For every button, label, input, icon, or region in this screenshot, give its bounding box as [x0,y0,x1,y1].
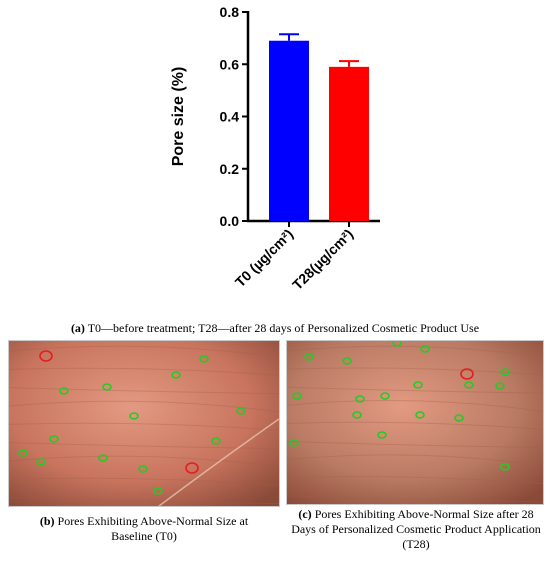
normal-pore-marker [199,355,209,363]
skin-line [9,455,279,468]
x-tick-label-0: T0 (µg/cm²) [232,226,296,290]
normal-pore-marker [500,368,510,376]
skin-line [9,422,279,431]
normal-pore-marker [36,458,46,466]
skin-texture [9,341,279,506]
normal-pore-marker [49,435,59,443]
normal-pore-marker [59,387,69,395]
normal-pore-marker [377,431,387,439]
normal-pore-marker [211,437,221,445]
normal-pore-marker [18,449,28,457]
normal-pore-marker [289,439,299,447]
caption-a-label: (a) [70,321,85,335]
normal-pore-marker [138,465,148,473]
normal-pore-marker [153,487,163,495]
skin-line [287,421,543,430]
normal-pore-marker [413,381,423,389]
x-tick-label-1: T28(µg/cm²) [289,226,356,293]
skin-line [9,400,279,413]
normal-pore-marker [380,392,390,400]
y-tick-label: 0.4 [220,109,240,125]
skin-line [287,400,543,412]
hair-streak [158,418,279,506]
skin-photo-baseline [8,340,280,507]
bar-0 [269,40,309,221]
normal-pore-marker [129,412,139,420]
skin-line [9,387,279,395]
normal-pore-marker [495,382,505,390]
y-tick-label: 0.0 [220,213,240,229]
caption-c: (c) Pores Exhibiting Above-Normal Size a… [288,507,544,552]
normal-pore-marker [454,414,464,422]
skin-line [287,367,543,376]
plot-area: 0.0 0.2 0.4 0.6 0.8 Pore size (%) T0 (µg/cm²)T… [170,4,380,293]
skin-line [287,441,543,449]
skin-line [287,454,543,467]
caption-c-text: Pores Exhibiting Above-Normal Size after… [291,507,541,551]
y-tick-label: 0.2 [220,161,240,177]
caption-c-label: (c) [298,507,312,521]
normal-pore-marker [352,411,362,419]
enlarged-pore-marker [185,462,199,474]
bar-chart: 0.0 0.2 0.4 0.6 0.8 Pore size (%) T0 (µg/cm²)T… [170,4,380,293]
enlarged-pore-marker [460,368,474,380]
y-tick-label: 0.6 [220,56,240,72]
normal-pore-marker [171,371,181,379]
caption-b-text: Pores Exhibiting Above-Normal Size at Ba… [54,514,249,543]
skin-photo-after-28-days [286,340,544,505]
skin-line [287,386,543,394]
skin-line [9,367,279,376]
y-axis-label: Pore size (%) [170,67,187,167]
caption-b-label: (b) [39,514,55,528]
enlarged-pore-marker [39,350,53,362]
normal-pore-marker [420,345,430,353]
normal-pore-marker [102,383,112,391]
normal-pore-marker [98,454,108,462]
normal-pore-marker [355,395,365,403]
skin-line [287,476,543,485]
normal-pore-marker [342,357,352,365]
skin-line [9,345,279,358]
normal-pore-marker [392,341,402,347]
normal-pore-marker [304,353,314,361]
bar-1 [329,66,369,221]
caption-a: (a) T0—before treatment; T28—after 28 da… [10,321,540,336]
caption-a-text: T0—before treatment; T28—after 28 days o… [84,321,480,335]
normal-pore-marker [292,392,302,400]
skin-line [287,345,543,358]
skin-line [9,442,279,450]
skin-texture [287,341,543,504]
skin-line [9,497,279,505]
normal-pore-marker [236,407,246,415]
normal-pore-marker [464,381,474,389]
skin-line [287,495,543,503]
y-tick-label: 0.8 [220,4,240,20]
skin-line [9,477,279,486]
caption-b: (b) Pores Exhibiting Above-Normal Size a… [20,514,268,544]
normal-pore-marker [500,463,510,471]
normal-pore-marker [415,411,425,419]
